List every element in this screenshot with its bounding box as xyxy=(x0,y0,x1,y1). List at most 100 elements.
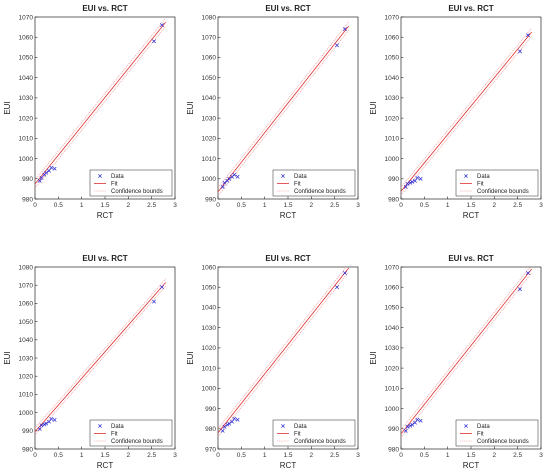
x-tick-label: 2.5 xyxy=(513,452,522,459)
y-tick-label: 980 xyxy=(22,446,33,453)
chart-title: EUI vs. RCT xyxy=(265,254,310,263)
y-axis-label: EUI xyxy=(186,101,195,114)
legend-box xyxy=(89,169,173,197)
legend-label: Data xyxy=(111,424,124,430)
data-point xyxy=(52,417,57,422)
legend-label: Data xyxy=(111,174,124,180)
x-tick-label: 1 xyxy=(446,452,450,459)
data-point xyxy=(410,422,415,427)
data-point xyxy=(415,175,420,180)
legend-label: Fit xyxy=(294,182,301,188)
x-tick-label: 1 xyxy=(446,202,450,209)
x-tick-label: 1.5 xyxy=(283,452,292,459)
chart-panel-6: EUI vs. RCT 0 0.5 1 1.5 2 2.5 3 980 990 1000 1010 10… xyxy=(369,254,543,470)
chart-panel-5: EUI vs. RCT 0 0.5 1 1.5 2 2.5 3 970 980 990 1000 101… xyxy=(186,254,360,470)
legend-data-marker xyxy=(281,424,285,428)
x-tick-label: 0.5 xyxy=(237,452,246,459)
y-tick-label: 980 xyxy=(388,196,399,203)
confidence-bound-line xyxy=(218,29,349,197)
fit-line xyxy=(401,31,532,192)
y-axis-label: EUI xyxy=(186,351,195,364)
y-tick-label: 1000 xyxy=(385,156,400,163)
data-point xyxy=(49,165,54,170)
y-tick-label: 1020 xyxy=(385,365,400,372)
data-point xyxy=(235,417,240,422)
y-tick-label: 1000 xyxy=(19,156,34,163)
y-tick-label: 1080 xyxy=(19,264,34,271)
confidence-bound-line xyxy=(401,27,532,188)
legend-label: Data xyxy=(477,424,490,430)
data-point xyxy=(413,178,417,183)
y-tick-label: 1000 xyxy=(202,386,217,393)
data-point xyxy=(335,43,339,48)
data-point xyxy=(42,422,47,427)
data-point xyxy=(418,418,423,423)
y-axis-label: EUI xyxy=(369,351,378,364)
y-tick-label: 1020 xyxy=(202,345,217,352)
chart-panel-2: EUI vs. RCT 0 0.5 1 1.5 2 2.5 3 990 1000 1010 1020 1… xyxy=(186,4,360,220)
y-tick-label: 1020 xyxy=(19,374,34,381)
legend-label: Fit xyxy=(111,182,118,188)
data-point xyxy=(222,180,227,185)
y-tick-label: 990 xyxy=(22,428,33,435)
y-tick-label: 1080 xyxy=(202,14,217,21)
x-tick-label: 0 xyxy=(399,202,403,209)
y-tick-label: 1050 xyxy=(385,305,400,312)
data-point xyxy=(413,420,417,425)
data-point xyxy=(152,299,156,304)
legend-label: Confidence bounds xyxy=(111,439,163,445)
y-tick-label: 1060 xyxy=(202,264,217,271)
y-tick-label: 1000 xyxy=(385,406,400,413)
x-tick-label: 3 xyxy=(539,202,543,209)
data-point xyxy=(39,423,44,428)
y-tick-label: 1070 xyxy=(202,35,217,42)
y-tick-label: 1060 xyxy=(385,35,400,42)
data-point xyxy=(405,424,410,429)
chart-panel-1: EUI vs. RCT 0 0.5 1 1.5 2 2.5 3 980 990 1000 1010 10… xyxy=(3,4,177,220)
legend-label: Confidence bounds xyxy=(294,189,346,195)
chart-title: EUI vs. RCT xyxy=(448,254,493,263)
x-tick-label: 1.5 xyxy=(100,452,109,459)
data-point xyxy=(230,419,234,424)
x-axis-label: RCT xyxy=(463,461,480,470)
x-tick-label: 0 xyxy=(216,202,220,209)
fit-line xyxy=(218,25,349,193)
y-tick-label: 1040 xyxy=(19,75,34,82)
legend-label: Fit xyxy=(477,432,484,438)
x-tick-label: 0.5 xyxy=(54,202,63,209)
x-tick-label: 2 xyxy=(127,202,131,209)
y-tick-label: 1010 xyxy=(202,365,217,372)
x-tick-label: 3 xyxy=(173,452,177,459)
data-point xyxy=(235,174,240,179)
fit-line xyxy=(35,282,166,432)
y-tick-label: 1060 xyxy=(385,285,400,292)
y-tick-label: 1020 xyxy=(385,115,400,122)
data-point xyxy=(518,287,522,292)
data-point xyxy=(225,422,230,427)
legend-box xyxy=(89,419,173,447)
x-tick-label: 1.5 xyxy=(466,202,475,209)
y-tick-label: 1040 xyxy=(385,325,400,332)
data-point xyxy=(525,33,530,38)
y-tick-label: 980 xyxy=(205,426,216,433)
x-tick-label: 0 xyxy=(216,452,220,459)
y-tick-label: 1070 xyxy=(19,283,34,290)
data-point xyxy=(44,421,49,426)
confidence-bound-line xyxy=(218,271,349,438)
x-tick-label: 1.5 xyxy=(100,202,109,209)
legend-label: Data xyxy=(294,424,307,430)
x-tick-label: 0 xyxy=(33,452,37,459)
x-tick-label: 2.5 xyxy=(330,452,339,459)
confidence-bound-line xyxy=(218,267,347,429)
y-tick-label: 1070 xyxy=(19,14,34,21)
y-tick-label: 1010 xyxy=(385,386,400,393)
x-axis-label: RCT xyxy=(463,211,480,220)
y-tick-label: 1030 xyxy=(385,345,400,352)
data-point xyxy=(159,23,164,28)
data-point xyxy=(403,428,408,433)
y-tick-label: 1010 xyxy=(19,136,34,143)
